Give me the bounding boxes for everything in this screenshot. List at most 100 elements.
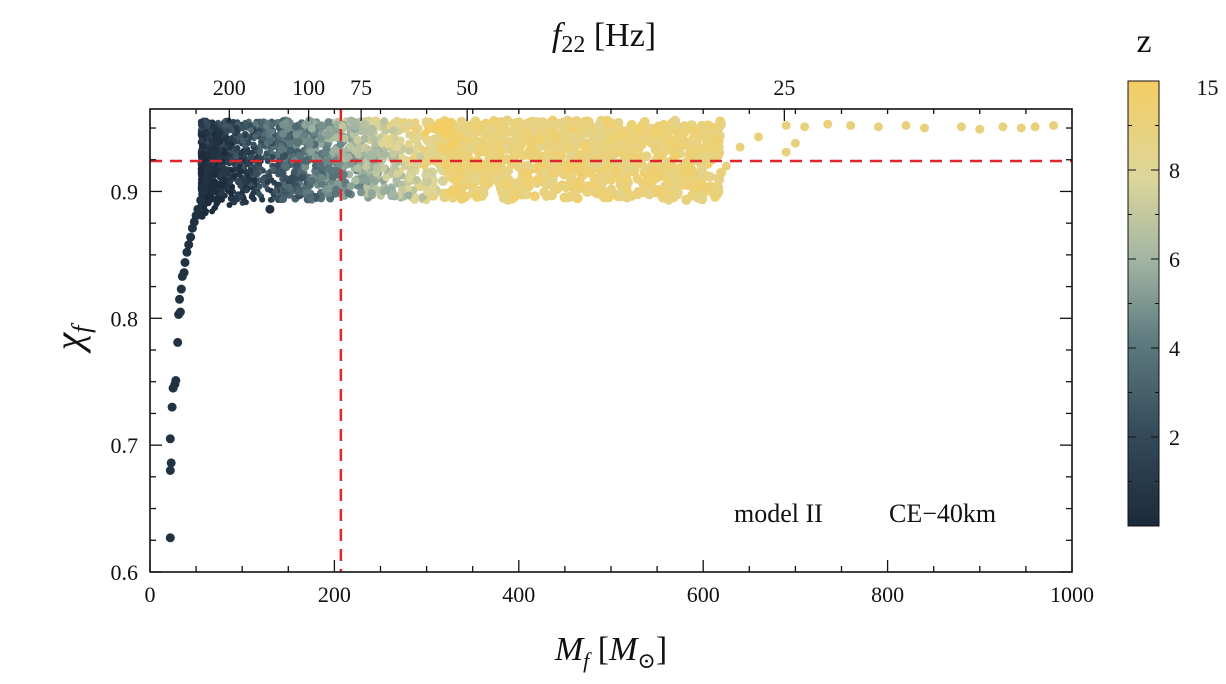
- scatter-point: [186, 232, 196, 242]
- scatter-point: [675, 180, 685, 190]
- scatter-point: [243, 161, 250, 168]
- scatter-point: [332, 133, 341, 142]
- scatter-point: [672, 189, 683, 200]
- scatter-point: [544, 154, 555, 165]
- scatter-point: [264, 158, 271, 165]
- scatter-point: [381, 150, 390, 159]
- scatter-point: [361, 176, 370, 185]
- scatter-point: [245, 139, 252, 146]
- scatter-point: [709, 133, 720, 144]
- scatter-point: [167, 402, 177, 412]
- scatter-point: [377, 139, 386, 148]
- scatter-point: [552, 142, 563, 153]
- scatter-point: [441, 160, 452, 170]
- scatter-point: [456, 116, 467, 127]
- scatter-point: [689, 125, 700, 136]
- scatter-point: [707, 155, 717, 165]
- scatter-point: [700, 122, 711, 133]
- scatter-point: [663, 177, 674, 188]
- axis-ticks: 0 200 400 600 800 1000 0.6 0.7 0.8 0.9 200 100 75 50 2…: [111, 75, 1219, 607]
- scatter-point: [361, 127, 369, 136]
- scatter-point: [580, 140, 591, 151]
- scatter-point: [346, 142, 354, 151]
- scatter-point: [268, 187, 274, 194]
- scatter-point: [692, 192, 703, 203]
- colorbar-tick-label: 8: [1169, 158, 1180, 183]
- scatter-point: [285, 183, 294, 192]
- scatter-point: [533, 173, 544, 184]
- scatter-point: [689, 137, 700, 148]
- y-tick-label: 0.8: [111, 306, 139, 331]
- scatter-point: [514, 136, 525, 147]
- y-tick-label: 0.7: [111, 433, 139, 458]
- scatter-point: [405, 139, 413, 148]
- scatter-point: [521, 168, 532, 179]
- scatter-point: [228, 189, 235, 196]
- scatter-point: [754, 132, 763, 142]
- scatter-point: [353, 135, 362, 144]
- scatter-point: [321, 149, 330, 158]
- scatter-point: [603, 142, 614, 153]
- scatter-point: [449, 187, 460, 198]
- y-axis-title: χf: [46, 322, 96, 355]
- scatter-point: [211, 124, 218, 131]
- scatter-point: [239, 137, 246, 144]
- scatter-point: [276, 168, 285, 177]
- scatter-point: [196, 195, 206, 205]
- scatter-point: [360, 134, 369, 143]
- scatter-point: [470, 174, 481, 185]
- scatter-point: [267, 138, 274, 145]
- scatter-point: [368, 134, 377, 143]
- scatter-point: [264, 179, 271, 185]
- scatter-point: [353, 164, 362, 173]
- scatter-point: [526, 139, 537, 150]
- scatter-point: [316, 134, 325, 143]
- scatter-point: [546, 119, 557, 129]
- scatter-point: [301, 163, 310, 172]
- scatter-point: [215, 152, 222, 159]
- scatter-point: [846, 121, 856, 130]
- scatter-point: [228, 141, 235, 147]
- scatter-point: [291, 122, 300, 131]
- scatter-point: [199, 168, 205, 175]
- scatter-point: [735, 142, 745, 152]
- x-tick-label: 800: [871, 582, 904, 607]
- scatter-point: [235, 177, 242, 184]
- scatter-point: [873, 122, 883, 132]
- scatter-point: [237, 194, 244, 201]
- scatter-point: [198, 153, 205, 160]
- scatter-point: [901, 121, 911, 130]
- scatter-point: [173, 337, 183, 347]
- scatter-points: [165, 115, 1059, 543]
- scatter-point: [448, 138, 458, 148]
- scatter-point: [699, 181, 710, 192]
- y-tick-label: 0.6: [111, 560, 139, 585]
- scatter-point: [469, 160, 480, 171]
- scatter-point: [656, 151, 667, 161]
- scatter-point: [389, 126, 398, 135]
- top-tick-label: 25: [773, 75, 795, 100]
- scatter-point: [592, 145, 603, 156]
- scatter-point: [522, 179, 533, 190]
- scatter-point: [441, 145, 452, 156]
- scatter-point: [382, 173, 391, 182]
- scatter-point: [696, 164, 707, 175]
- scatter-point: [260, 135, 267, 142]
- scatter-point: [716, 167, 727, 178]
- scatter-point: [530, 151, 540, 162]
- scatter-point: [552, 184, 563, 194]
- scatter-point: [242, 199, 249, 206]
- scatter-point: [368, 124, 377, 133]
- scatter-point: [281, 161, 290, 170]
- scatter-point: [610, 148, 621, 159]
- scatter-point: [529, 191, 540, 202]
- scatter-point: [618, 129, 629, 140]
- scatter-point: [544, 139, 555, 149]
- scatter-point: [478, 188, 489, 199]
- top-tick-label: 50: [456, 75, 478, 100]
- scatter-point: [307, 147, 316, 156]
- scatter-point: [715, 116, 726, 127]
- scatter-point: [532, 163, 543, 173]
- scatter-point: [219, 158, 226, 165]
- x-tick-label: 400: [502, 582, 535, 607]
